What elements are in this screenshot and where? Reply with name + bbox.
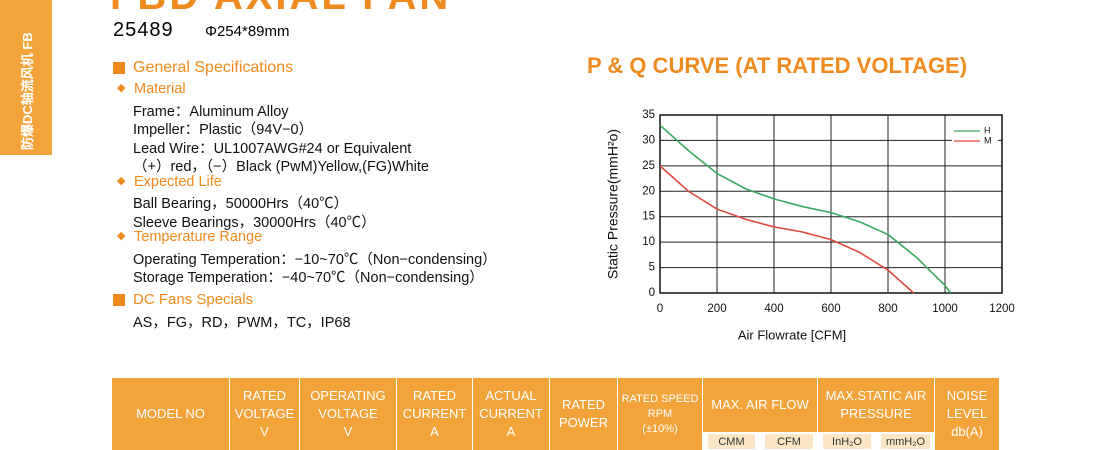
header-text: RATED bbox=[561, 397, 606, 412]
table-subheader-cell: InH₂O bbox=[822, 433, 872, 450]
table-subheader-cell: CFM bbox=[764, 433, 814, 450]
spec-line: Operating Temperation：−10~70℃（Non−conden… bbox=[133, 251, 497, 268]
bullet-diamond: ◆ bbox=[117, 230, 126, 242]
section-title: Material bbox=[134, 81, 186, 97]
section-title: Expected Life bbox=[134, 173, 222, 190]
bullet-diamond: ◆ bbox=[117, 82, 126, 94]
table-header-cell: MAX. AIR FLOW bbox=[703, 378, 818, 432]
header-text: CURRENT bbox=[479, 406, 543, 421]
header-text: MAX.STATIC AIR bbox=[825, 388, 927, 403]
y-tick-label: 25 bbox=[642, 160, 655, 172]
y-tick-label: 30 bbox=[642, 134, 655, 146]
table-subheader-cell: CMM bbox=[707, 433, 756, 450]
header-text: ACTUAL bbox=[485, 388, 537, 403]
table-header-cell: RATED SPEED RPM (±10%) bbox=[618, 378, 703, 450]
y-axis-label: Static Pressure(mmH²o) bbox=[605, 129, 621, 279]
header-text: (±10%) bbox=[642, 422, 678, 435]
y-tick-label: 20 bbox=[642, 185, 655, 197]
spec-line: Lead Wire：UL1007AWG#24 or Equivalent bbox=[133, 140, 412, 157]
header-text: PRESSURE bbox=[840, 406, 912, 421]
model: 25489 bbox=[113, 19, 174, 41]
curve bbox=[659, 165, 915, 294]
x-tick-label: 600 bbox=[821, 303, 840, 315]
header-text: CURRENT bbox=[402, 406, 467, 421]
legend-label: M bbox=[984, 135, 992, 145]
header-text: V bbox=[343, 424, 353, 439]
header-text: VOLTAGE bbox=[318, 406, 378, 421]
legend-box bbox=[952, 123, 998, 149]
header-text: db(A) bbox=[951, 424, 983, 439]
bullet bbox=[113, 294, 125, 306]
page-title: FBD AXIAL FAN bbox=[110, 0, 451, 19]
y-tick-label: 15 bbox=[642, 211, 655, 223]
heading: DC Fans Specials bbox=[133, 291, 254, 308]
bullet bbox=[113, 62, 125, 74]
legend-label: H bbox=[984, 125, 991, 135]
x-tick-label: 1200 bbox=[989, 303, 1015, 315]
chart-title: P & Q CURVE (AT RATED VOLTAGE) bbox=[587, 53, 967, 78]
x-tick-label: 800 bbox=[878, 303, 897, 315]
table-header-cell: NOISE LEVEL db(A) bbox=[935, 378, 1000, 450]
heading: General Specifications bbox=[133, 59, 294, 76]
spec-line: （+）red，（−）Black (PwM)Yellow,(FG)White bbox=[133, 159, 429, 175]
header-text: RATED bbox=[242, 388, 287, 403]
header-text: RATED SPEED bbox=[621, 392, 699, 405]
spec-line: Storage Temperation：−40~70℃（Non−condensi… bbox=[133, 270, 484, 286]
header-text: POWER bbox=[558, 415, 609, 430]
bullet-diamond: ◆ bbox=[117, 174, 126, 187]
curve bbox=[659, 124, 952, 294]
spec-line: Ball Bearing，50000Hrs（40℃） bbox=[133, 196, 349, 212]
section-title: Temperature Range bbox=[134, 229, 263, 245]
table-header-cell: RATED CURRENT A bbox=[397, 378, 473, 450]
plot-frame bbox=[659, 114, 1003, 294]
header-text: NOISE bbox=[946, 388, 988, 403]
y-tick-label: 10 bbox=[642, 236, 655, 248]
table-header-cell: RATED VOLTAGE V bbox=[230, 378, 300, 450]
x-tick-label: 1000 bbox=[932, 303, 958, 315]
size: Φ254*89mm bbox=[205, 23, 290, 40]
header-text: RATED bbox=[412, 388, 457, 403]
sidebar: 防爆DC轴流风机 FB bbox=[0, 0, 52, 155]
spec-line: Impeller：Plastic（94V−0） bbox=[133, 122, 314, 138]
table-subheader-cell: mmH₂O bbox=[880, 433, 931, 450]
y-tick-label: 0 bbox=[649, 287, 655, 299]
header-text: MODEL NO bbox=[136, 406, 205, 421]
header-text: LEVEL bbox=[946, 406, 988, 421]
y-tick-label: 35 bbox=[642, 109, 655, 121]
header-text: OPERATING bbox=[310, 388, 386, 403]
spec-line: Frame：Aluminum Alloy bbox=[133, 103, 289, 120]
header-text: A bbox=[506, 424, 516, 439]
header-text: V bbox=[260, 424, 269, 439]
table-header-cell: MODEL NO bbox=[112, 378, 230, 450]
header-text: MAX. AIR FLOW bbox=[711, 397, 809, 412]
table-header-cell: RATED POWER bbox=[550, 378, 618, 450]
header-text: A bbox=[430, 424, 439, 439]
table-header-cell: MAX.STATIC AIR PRESSURE bbox=[818, 378, 935, 432]
y-tick-label: 5 bbox=[649, 262, 655, 274]
table-header-cell: ACTUAL CURRENT A bbox=[473, 378, 550, 450]
header-text: VOLTAGE bbox=[234, 406, 295, 421]
spec-line: Sleeve Bearings，30000Hrs（40℃） bbox=[133, 214, 376, 231]
table-header-cell: OPERATING VOLTAGE V bbox=[300, 378, 397, 450]
header-text: RPM bbox=[647, 407, 673, 420]
x-tick-label: 200 bbox=[707, 303, 726, 315]
x-axis-label: Air Flowrate [CFM] bbox=[738, 327, 846, 342]
x-tick-label: 0 bbox=[657, 303, 663, 315]
x-tick-label: 400 bbox=[764, 303, 783, 315]
spec-line: AS，FG，RD，PWM，TC，IP68 bbox=[133, 315, 351, 331]
